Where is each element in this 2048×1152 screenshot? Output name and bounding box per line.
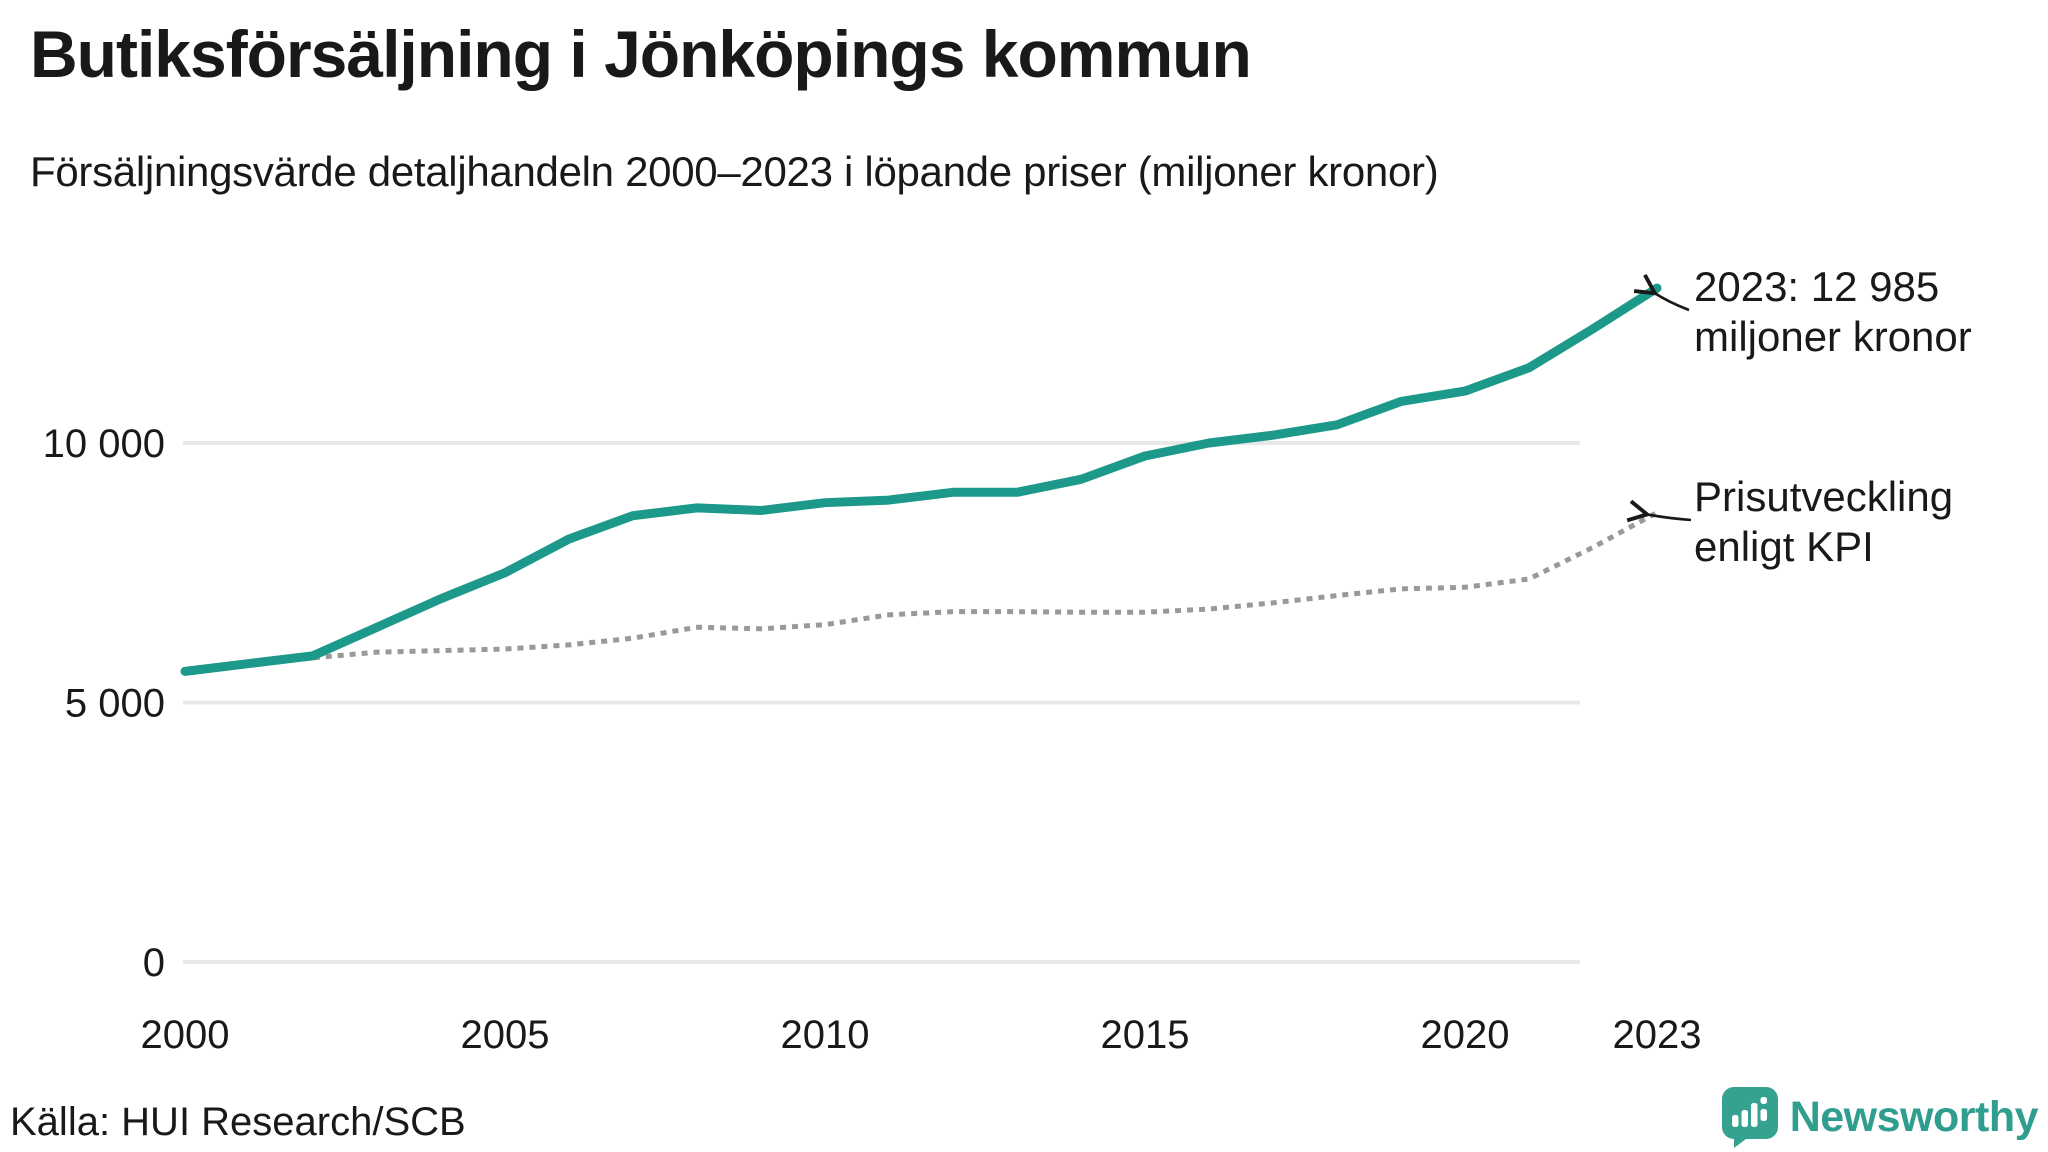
kpi-line <box>182 509 1661 675</box>
x-axis-labels: 2000 2005 2010 2015 2020 2023 <box>141 1013 1702 1057</box>
speech-bubble-bar-chart-icon <box>1721 1087 1778 1148</box>
y-tick-label: 0 <box>143 941 165 985</box>
x-tick-label: 2010 <box>781 1013 870 1057</box>
kpi-annotation-arrow-icon <box>1645 514 1692 520</box>
y-tick-label: 10 000 <box>43 422 165 466</box>
x-tick-label: 2015 <box>1101 1013 1190 1057</box>
kpi-annotation-line1: Prisutveckling <box>1694 473 1954 520</box>
brand-wordmark: Newsworthy <box>1789 1092 2039 1141</box>
x-tick-label: 2005 <box>461 1013 550 1057</box>
sales-annotation-line2: miljoner kronor <box>1694 312 1972 360</box>
kpi-annotation: Prisutveckling enligt KPI <box>1694 472 1953 572</box>
x-tick-label: 2000 <box>141 1013 230 1057</box>
brand-logo: Newsworthy <box>1721 1086 2039 1148</box>
gridlines <box>183 441 1580 964</box>
chart-subtitle: Försäljningsvärde detaljhandeln 2000–202… <box>30 148 1439 195</box>
sales-line <box>180 283 1662 676</box>
x-tick-label: 2023 <box>1613 1013 1702 1057</box>
kpi-annotation-line2: enligt KPI <box>1694 522 1874 570</box>
sales-annotation: 2023: 12 985 miljoner kronor <box>1694 262 1972 362</box>
x-tick-label: 2020 <box>1421 1013 1510 1057</box>
y-tick-label: 5 000 <box>65 682 165 726</box>
sales-annotation-arrow-icon <box>1653 292 1690 312</box>
page-title: Butiksförsäljning i Jönköpings kommun <box>30 17 1252 91</box>
y-axis-labels: 0 5 000 10 000 <box>43 422 165 985</box>
sales-annotation-line1: 2023: 12 985 <box>1694 263 1940 310</box>
source-note: Källa: HUI Research/SCB <box>10 1100 466 1144</box>
